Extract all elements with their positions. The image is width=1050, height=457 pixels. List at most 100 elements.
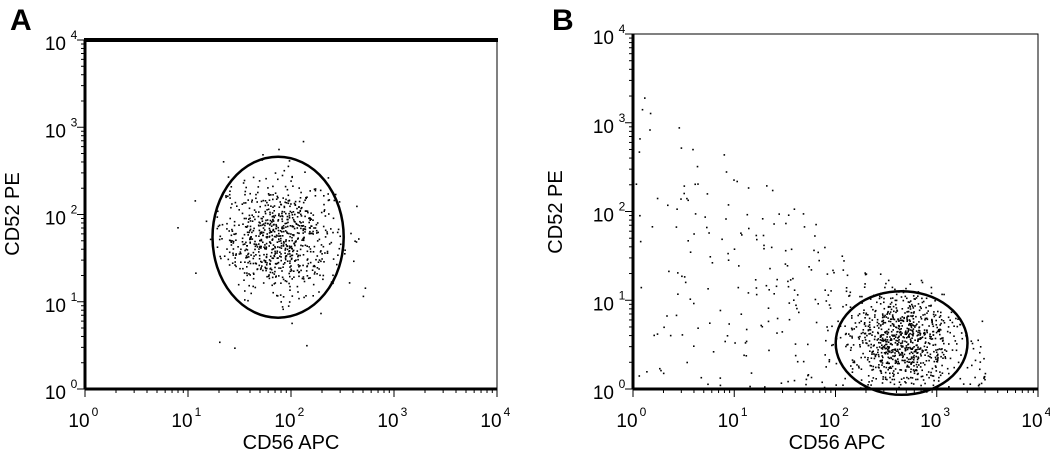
data-point	[281, 215, 284, 218]
data-point	[938, 330, 941, 333]
data-point	[763, 244, 765, 247]
data-point	[280, 301, 282, 303]
data-point	[328, 243, 331, 245]
data-point	[892, 351, 894, 353]
data-point	[884, 371, 887, 374]
data-point	[879, 336, 882, 338]
data-point	[297, 224, 299, 226]
data-point	[298, 187, 300, 189]
data-point	[859, 335, 861, 338]
data-point	[305, 270, 308, 272]
data-point	[918, 364, 920, 366]
data-point	[887, 341, 890, 343]
data-point	[295, 223, 298, 225]
data-point	[261, 220, 264, 222]
data-point	[933, 311, 935, 313]
data-point	[286, 232, 289, 235]
data-point	[841, 255, 844, 257]
data-point	[949, 331, 951, 334]
data-point	[802, 213, 805, 215]
y-tick-label: 10	[45, 383, 66, 404]
data-point	[268, 274, 270, 276]
data-point	[249, 225, 252, 228]
data-point	[910, 362, 912, 365]
data-point	[639, 240, 642, 243]
data-point	[264, 224, 266, 227]
data-point	[246, 266, 248, 268]
data-point	[258, 229, 261, 232]
data-point	[296, 227, 299, 229]
data-point	[330, 241, 333, 244]
data-point	[246, 249, 249, 251]
data-point	[849, 291, 852, 294]
data-point	[883, 316, 885, 318]
data-point	[910, 356, 913, 358]
data-point	[862, 331, 864, 334]
data-point	[846, 344, 848, 346]
data-point	[920, 318, 923, 320]
data-point	[263, 229, 266, 231]
data-point	[234, 261, 236, 263]
data-point	[294, 244, 296, 247]
data-point	[271, 212, 274, 214]
data-point	[887, 279, 890, 282]
data-point	[894, 349, 897, 351]
data-point	[236, 205, 238, 207]
data-point	[292, 185, 294, 187]
data-point	[238, 253, 241, 255]
data-point	[255, 193, 257, 196]
data-point	[275, 263, 278, 265]
data-point	[291, 234, 294, 236]
data-point	[309, 190, 311, 192]
data-point	[244, 190, 247, 193]
data-point	[273, 210, 275, 212]
data-point	[689, 298, 692, 300]
data-point	[855, 326, 858, 328]
data-point	[295, 240, 297, 242]
data-point	[323, 195, 325, 197]
data-point	[891, 349, 893, 352]
data-point	[919, 306, 922, 308]
data-point	[771, 189, 774, 192]
data-point	[256, 268, 259, 270]
data-point	[291, 257, 293, 260]
data-point	[934, 356, 937, 359]
data-point	[944, 349, 946, 351]
data-point	[309, 248, 312, 250]
data-point	[939, 338, 942, 340]
data-point	[265, 267, 267, 270]
data-point	[851, 359, 854, 361]
data-point	[885, 340, 887, 343]
data-point	[292, 250, 294, 253]
data-point	[877, 332, 880, 335]
data-point	[951, 349, 954, 351]
data-point	[900, 319, 903, 322]
data-point	[288, 199, 291, 202]
data-point	[974, 376, 976, 379]
data-point	[258, 251, 260, 253]
data-point	[908, 319, 911, 321]
data-point	[312, 219, 314, 221]
data-point	[302, 276, 305, 278]
data-point	[895, 360, 898, 363]
data-point	[265, 177, 267, 180]
data-point	[316, 232, 318, 234]
data-point	[906, 320, 908, 322]
y-tick-label: 10	[593, 206, 614, 227]
data-point	[327, 199, 330, 202]
data-point	[254, 245, 257, 248]
data-point	[843, 260, 845, 262]
data-point	[258, 243, 260, 245]
data-point	[286, 215, 289, 218]
data-point	[294, 200, 297, 203]
data-point	[929, 353, 932, 356]
data-point	[953, 335, 955, 337]
data-point	[706, 226, 708, 229]
data-point	[833, 271, 835, 274]
data-point	[927, 342, 930, 344]
data-point	[872, 368, 875, 371]
data-point	[281, 235, 284, 237]
data-point	[868, 321, 871, 324]
data-point	[901, 346, 903, 348]
data-point	[312, 265, 315, 268]
